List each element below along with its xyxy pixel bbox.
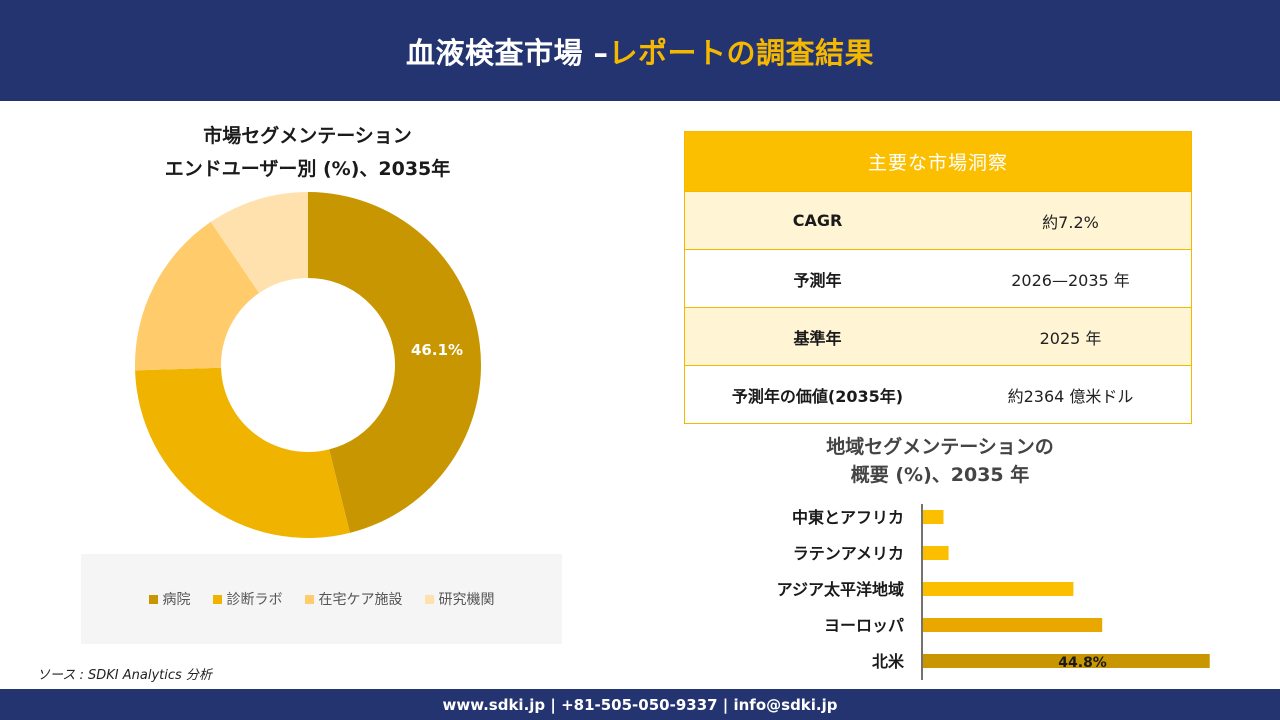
header-banner: 血液検査市場 –レポートの調査結果: [0, 0, 1280, 101]
bar-title-line2: 概要 (%)、2035 年: [850, 464, 1030, 486]
legend-item: 診断ラボ: [212, 589, 283, 609]
legend-label: 診断ラボ: [226, 592, 283, 608]
bar-4: [923, 618, 1103, 632]
bar-2: [923, 546, 949, 560]
title-accent: レポートの調査結果: [608, 35, 875, 70]
key-insights-table: 主要な市場洞察 CAGR 約7.2% 予測年 2026—2035 年 基準年 2…: [684, 131, 1192, 424]
bar-data-label: 44.8%: [1058, 655, 1107, 671]
insight-row-cagr: CAGR 約7.2%: [685, 191, 1191, 249]
legend-label: 在宅ケア施設: [318, 592, 403, 608]
insight-row-forecast-year: 予測年 2026—2035 年: [685, 249, 1191, 307]
footer-contact: www.sdki.jp | +81-505-050-9337 | info@sd…: [0, 689, 1280, 720]
donut-title-line2: エンドユーザー別 (%)、2035年: [164, 158, 451, 180]
insight-row-forecast-value: 予測年の価値(2035年) 約2364 億米ドル: [685, 365, 1191, 423]
bar-category-label: 中東とアフリカ: [792, 508, 904, 527]
title-main: 血液検査市場 –: [405, 35, 609, 70]
legend-label: 病院: [162, 592, 191, 608]
bar-title-line1: 地域セグメンテーションの: [826, 436, 1054, 458]
bar-category-label: 北米: [872, 652, 905, 671]
donut-slice-1: [308, 192, 482, 533]
insight-value: 2026—2035 年: [1011, 270, 1130, 290]
bar-1: [923, 510, 944, 524]
legend-swatch: [304, 594, 314, 604]
bar-chart-title: 地域セグメンテーションの 概要 (%)、2035 年: [760, 433, 1120, 489]
bar-category-label: アジア太平洋地域: [777, 580, 904, 599]
insight-label: 基準年: [793, 328, 842, 348]
donut-chart: 46.1%: [135, 192, 482, 538]
legend-label: 研究機関: [438, 592, 495, 608]
donut-chart-title: 市場セグメンテーション エンドユーザー別 (%)、2035年: [100, 120, 515, 186]
donut-title-line1: 市場セグメンテーション: [203, 125, 412, 147]
bar-3: [923, 582, 1074, 596]
donut-slice-2: [135, 367, 350, 538]
donut-data-label: 46.1%: [411, 341, 463, 359]
donut-slice-4: [210, 192, 308, 294]
insight-value: 約2364 億米ドル: [1007, 386, 1134, 406]
legend-item: 研究機関: [424, 589, 495, 609]
insight-row-base-year: 基準年 2025 年: [685, 307, 1191, 365]
legend-swatch: [212, 594, 222, 604]
legend-swatch: [148, 594, 158, 604]
legend-item: 在宅ケア施設: [304, 589, 403, 609]
legend-item: 病院: [148, 589, 191, 609]
insight-label: CAGR: [792, 211, 843, 230]
source-note: ソース : SDKI Analytics 分析: [37, 668, 212, 683]
page-title: 血液検査市場 –レポートの調査結果: [406, 30, 874, 72]
bar-5: [923, 654, 1210, 668]
insight-value: 2025 年: [1039, 328, 1102, 348]
bar-category-label: ラテンアメリカ: [793, 544, 904, 563]
donut-slice-3: [135, 221, 260, 371]
insight-label: 予測年の価値(2035年): [731, 386, 904, 406]
legend-swatch: [424, 594, 434, 604]
insight-value: 約7.2%: [1042, 212, 1099, 232]
bar-category-label: ヨーロッパ: [824, 616, 904, 635]
donut-legend: 病院 診断ラボ 在宅ケア施設 研究機関: [81, 554, 562, 644]
insights-heading: 主要な市場洞察: [685, 132, 1191, 191]
insight-label: 予測年: [793, 270, 842, 290]
